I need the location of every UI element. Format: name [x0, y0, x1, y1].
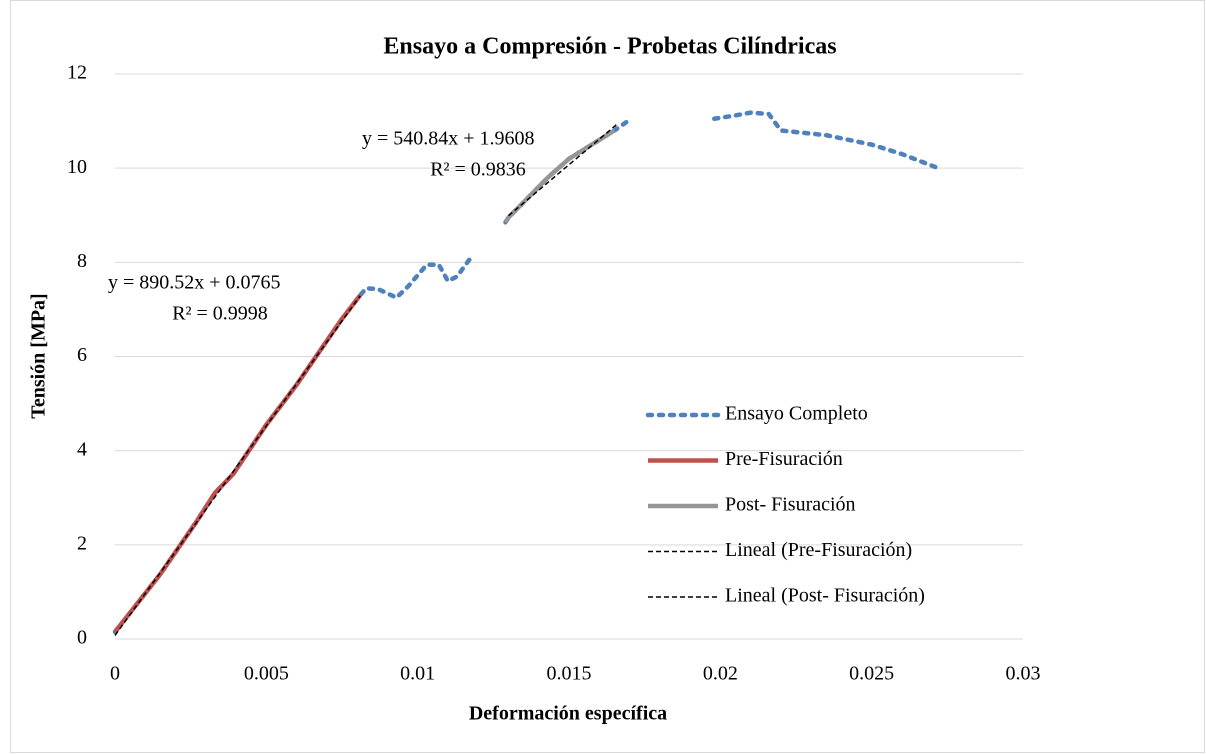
y-tick-label: 4	[77, 438, 87, 460]
trendline-equation: y = 890.52x + 0.0765	[108, 272, 281, 294]
y-tick-label: 6	[77, 344, 87, 366]
trendline-equation: R² = 0.9836	[430, 159, 526, 181]
chart-title: Ensayo a Compresión - Probetas Cilíndric…	[383, 34, 836, 60]
y-tick-label: 10	[67, 156, 87, 178]
chart-frame	[10, 0, 1205, 753]
legend-label: Ensayo Completo	[725, 403, 868, 425]
legend-label: Lineal (Post- Fisuración)	[725, 585, 925, 607]
x-tick-label: 0.01	[400, 663, 435, 685]
trendline-equation: y = 540.84x + 1.9608	[362, 128, 535, 150]
x-tick-label: 0.03	[1006, 663, 1041, 685]
trendline-equation: R² = 0.9998	[172, 303, 268, 325]
legend-label: Lineal (Pre-Fisuración)	[725, 539, 912, 561]
y-tick-label: 0	[77, 627, 87, 649]
y-tick-label: 8	[77, 250, 87, 272]
x-tick-label: 0.02	[703, 663, 738, 685]
series-line	[114, 295, 361, 636]
y-tick-label: 2	[77, 532, 87, 554]
legend-label: Post- Fisuración	[725, 494, 856, 516]
x-tick-label: 0	[110, 663, 120, 685]
x-axis-label: Deformación específica	[469, 703, 667, 725]
y-axis-label: Tensión [MPa]	[28, 293, 50, 418]
x-tick-label: 0.005	[244, 663, 289, 685]
x-tick-label: 0.025	[849, 663, 894, 685]
y-tick-label: 12	[67, 62, 87, 84]
legend-label: Pre-Fisuración	[725, 448, 843, 470]
x-tick-label: 0.015	[547, 663, 592, 685]
series-line	[503, 128, 616, 224]
